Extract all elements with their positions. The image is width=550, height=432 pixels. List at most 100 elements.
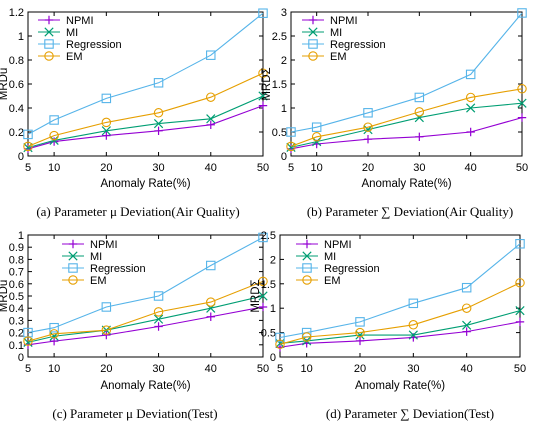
data-point-mi — [466, 103, 476, 113]
x-tick-label: 20 — [354, 363, 366, 375]
data-point-mi — [23, 337, 33, 347]
data-point-mi — [517, 98, 527, 108]
data-point-npmi — [154, 126, 163, 135]
panel-caption: (d) Parameter ∑ Deviation(Test) — [326, 406, 494, 421]
data-point-em — [23, 336, 33, 346]
y-tick-label: 0.6 — [9, 79, 24, 91]
series-line-regression — [290, 12, 523, 133]
legend-marker-npmi — [302, 239, 312, 249]
chart-panel-1: 0 0.2 0.4 0.6 0.8 1 1.2 5 10 20 30 40 50 Anomaly Rate… — [0, 7, 269, 219]
x-tick-label: 50 — [257, 162, 269, 174]
x-tick-label: 50 — [257, 363, 269, 375]
legend-marker-npmi — [308, 15, 318, 25]
series-line-npmi — [27, 105, 264, 150]
data-point-em — [286, 141, 296, 152]
plot-frame — [27, 11, 264, 157]
data-point-regression — [206, 260, 216, 271]
data-point-regression — [414, 92, 425, 103]
data-point-npmi — [206, 120, 215, 129]
y-tick-label: 1 — [281, 103, 287, 115]
chart-panel-2: 0 0.5 1 1.5 2 2.5 3 5 10 20 30 40 50 Anomaly Rate(%) M… — [261, 7, 528, 219]
data-point-npmi — [154, 322, 163, 331]
data-point-regression — [153, 291, 164, 301]
series-line-mi — [290, 102, 523, 148]
legend-label-regression: Regression — [324, 263, 380, 275]
legend-label-em: EM — [66, 51, 83, 63]
data-point-regression — [275, 332, 285, 343]
y-tick-label: 0.8 — [9, 55, 24, 67]
data-point-mi — [408, 330, 418, 340]
legend-label-npmi: NPMI — [330, 15, 358, 27]
data-point-npmi — [258, 101, 268, 110]
series-line-em — [27, 280, 264, 342]
series-line-em — [27, 72, 264, 147]
data-point-em — [408, 320, 419, 330]
x-tick-label: 40 — [465, 162, 477, 174]
data-point-mi — [101, 126, 111, 136]
y-tick-label: 2.5 — [272, 31, 287, 43]
data-point-em — [515, 278, 525, 288]
data-point-npmi — [515, 317, 525, 327]
legend-label-mi: MI — [66, 27, 78, 39]
y-tick-label: 0.5 — [272, 127, 287, 139]
data-point-regression — [101, 302, 112, 312]
y-tick-label: 2 — [270, 254, 276, 266]
data-point-em — [461, 303, 472, 313]
data-point-mi — [153, 118, 164, 129]
x-tick-label: 30 — [152, 162, 164, 174]
x-tick-label: 50 — [514, 363, 526, 375]
series-line-regression — [27, 12, 264, 135]
data-point-regression — [517, 8, 527, 18]
data-point-mi — [153, 314, 164, 324]
data-point-regression — [408, 298, 419, 309]
y-tick-label: 0.1 — [9, 340, 24, 352]
x-tick-label: 20 — [100, 363, 112, 375]
data-point-regression — [23, 129, 33, 140]
legend-marker-regression — [68, 263, 78, 273]
data-point-npmi — [206, 312, 215, 321]
chart-panel-4: 0 0.5 1 1.5 2 2.5 5 10 20 30 40 50 Anomaly Rate(%) MR… — [250, 230, 526, 421]
data-point-regression — [49, 322, 59, 333]
legend-label-npmi: NPMI — [324, 239, 352, 251]
x-tick-label: 10 — [48, 162, 60, 174]
data-point-em — [206, 297, 216, 307]
legend-marker-em — [302, 275, 312, 285]
data-point-em — [101, 117, 112, 128]
legend-label-regression: Regression — [330, 39, 386, 51]
data-point-em — [465, 92, 476, 103]
y-tick-label: 0.5 — [9, 291, 24, 303]
data-point-em — [301, 332, 312, 342]
legend-label-mi: MI — [324, 251, 336, 263]
legend-label-mi: MI — [330, 27, 342, 39]
panel-caption: (c) Parameter μ Deviation(Test) — [52, 406, 217, 421]
legend-marker-npmi — [44, 15, 54, 25]
series-line-mi — [279, 310, 521, 344]
y-tick-label: 0.4 — [9, 103, 24, 115]
legend-label-regression: Regression — [66, 39, 122, 51]
y-tick-label: 0.4 — [9, 303, 24, 315]
x-tick-label: 40 — [205, 162, 217, 174]
y-axis-title: MRDu — [0, 280, 10, 313]
y-axis-title: MRDΣ — [250, 279, 262, 312]
series-line-regression — [279, 243, 521, 339]
x-tick-label: 5 — [25, 162, 31, 174]
series-line-regression — [27, 236, 264, 334]
y-tick-label: 0 — [18, 352, 24, 364]
x-tick-label: 30 — [152, 363, 164, 375]
data-point-regression — [465, 69, 476, 80]
plot-frame — [279, 234, 521, 358]
x-tick-label: 10 — [301, 363, 313, 375]
data-point-em — [49, 130, 59, 141]
x-tick-label: 10 — [48, 363, 60, 375]
y-tick-label: 0.7 — [9, 267, 24, 279]
data-point-npmi — [517, 113, 527, 122]
legend-label-mi: MI — [90, 251, 102, 263]
data-point-em — [414, 107, 425, 117]
data-point-regression — [515, 239, 525, 249]
data-point-regression — [258, 8, 268, 18]
series-line-npmi — [27, 306, 264, 346]
y-tick-label: 0.2 — [9, 127, 24, 139]
data-point-npmi — [466, 127, 475, 137]
